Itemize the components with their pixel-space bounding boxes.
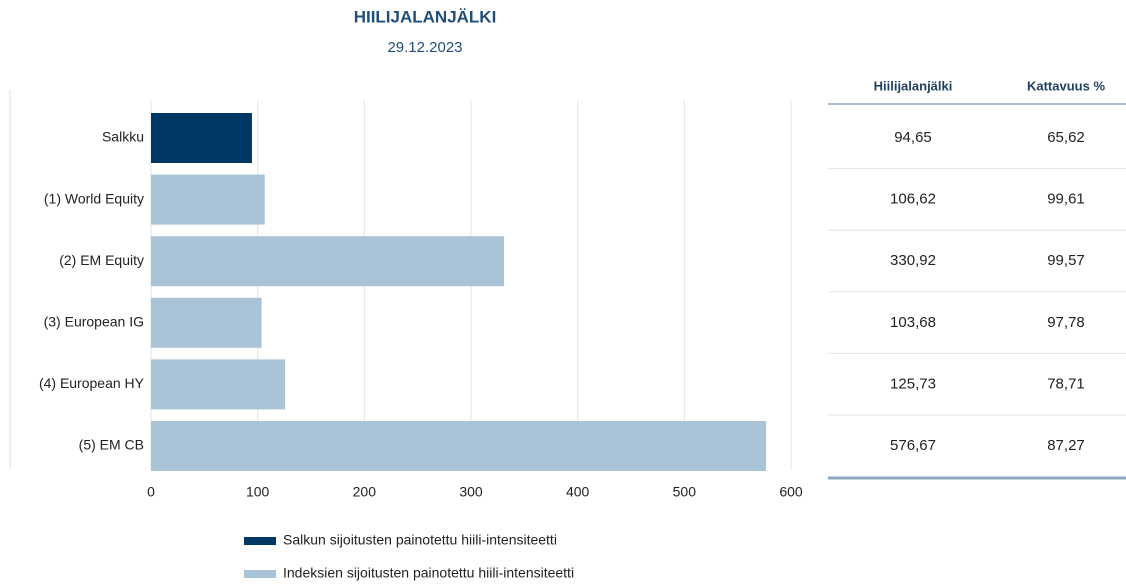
table-cell: 94,65 [894, 129, 932, 146]
y-tick-label: (2) EM Equity [59, 252, 144, 268]
table-cell: 330,92 [890, 252, 936, 269]
x-tick-label: 600 [779, 484, 803, 500]
legend-swatch [244, 537, 276, 545]
y-tick-label: (3) European IG [44, 314, 144, 330]
chart-subtitle: 29.12.2023 [387, 39, 462, 56]
bar [151, 236, 504, 287]
legend-label: Salkun sijoitusten painotettu hiili-inte… [283, 532, 557, 548]
table-cell: 125,73 [890, 375, 936, 392]
x-tick-label: 200 [353, 484, 377, 500]
table-cell: 106,62 [890, 191, 936, 208]
table-cell: 65,62 [1047, 129, 1085, 146]
x-tick-label: 400 [566, 484, 590, 500]
y-tick-label: (5) EM CB [79, 437, 144, 453]
table-header: Hiilijalanjälki [874, 78, 953, 93]
bar [151, 174, 265, 225]
table-cell: 87,27 [1047, 437, 1085, 454]
bar [151, 359, 286, 410]
y-tick-label: (4) European HY [39, 375, 145, 391]
y-tick-label: Salkku [102, 129, 144, 145]
table-cell: 99,57 [1047, 252, 1085, 269]
table-cell: 103,68 [890, 314, 936, 331]
table-cell: 97,78 [1047, 314, 1085, 331]
x-tick-label: 300 [459, 484, 483, 500]
bar [151, 113, 252, 163]
bar [151, 421, 767, 471]
table-header: Kattavuus % [1027, 78, 1105, 93]
y-tick-label: (1) World Equity [44, 190, 144, 206]
chart-title: HIILIJALANJÄLKI [354, 7, 497, 26]
table-cell: 576,67 [890, 437, 936, 454]
x-tick-label: 0 [147, 484, 155, 500]
table-cell: 99,61 [1047, 191, 1085, 208]
bar [151, 297, 262, 348]
x-tick-label: 500 [673, 484, 697, 500]
table-cell: 78,71 [1047, 375, 1085, 392]
x-tick-label: 100 [246, 484, 270, 500]
legend-swatch [244, 570, 276, 578]
legend-label: Indeksien sijoitusten painotettu hiili-i… [283, 565, 574, 581]
